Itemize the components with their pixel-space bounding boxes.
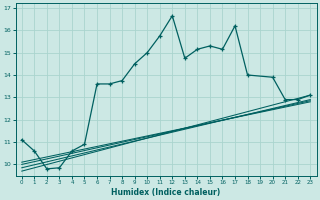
X-axis label: Humidex (Indice chaleur): Humidex (Indice chaleur) — [111, 188, 221, 197]
